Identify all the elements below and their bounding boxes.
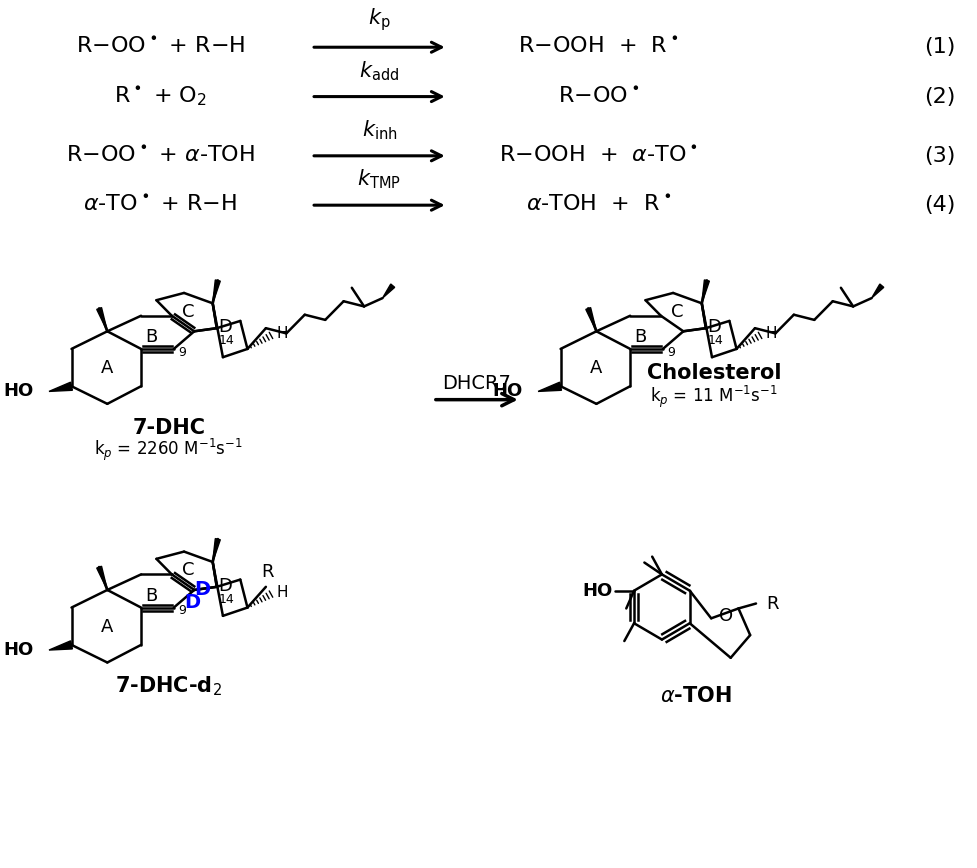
Text: $k_\mathrm{TMP}$: $k_\mathrm{TMP}$ [357, 168, 401, 191]
Polygon shape [212, 279, 220, 303]
Text: DHCR7: DHCR7 [442, 374, 511, 393]
Text: HO: HO [3, 641, 33, 659]
Text: R$-$OO$^\bullet$ + $\alpha$-TOH: R$-$OO$^\bullet$ + $\alpha$-TOH [65, 146, 254, 166]
Text: R: R [262, 563, 274, 582]
Text: C: C [182, 562, 193, 579]
Text: (3): (3) [923, 146, 955, 166]
Text: B: B [145, 587, 157, 605]
Text: HO: HO [581, 582, 612, 600]
Polygon shape [49, 382, 72, 391]
Text: O: O [718, 608, 733, 625]
Text: 14: 14 [707, 334, 723, 347]
Text: C: C [182, 303, 193, 320]
Text: 7-DHC: 7-DHC [132, 418, 205, 437]
Text: R$^\bullet$ + O$_2$: R$^\bullet$ + O$_2$ [113, 85, 206, 108]
Text: $\alpha$-TOH  +  R$^\bullet$: $\alpha$-TOH + R$^\bullet$ [526, 195, 670, 215]
Text: (2): (2) [923, 87, 955, 107]
Text: (1): (1) [923, 37, 955, 57]
Polygon shape [49, 641, 72, 650]
Polygon shape [537, 382, 561, 391]
Text: A: A [589, 359, 601, 377]
Text: k$_p$ = 2260 M$^{-1}$s$^{-1}$: k$_p$ = 2260 M$^{-1}$s$^{-1}$ [94, 437, 243, 463]
Text: R$-$OO$^\bullet$: R$-$OO$^\bullet$ [557, 87, 639, 107]
Polygon shape [585, 307, 596, 332]
Polygon shape [97, 566, 107, 590]
Text: D: D [194, 581, 210, 600]
Polygon shape [701, 279, 708, 303]
Text: H: H [276, 326, 287, 341]
Text: 7-DHC-d$_2$: 7-DHC-d$_2$ [115, 674, 222, 698]
Text: 9: 9 [178, 604, 186, 617]
Text: $\alpha$-TO$^\bullet$ + R$-$H: $\alpha$-TO$^\bullet$ + R$-$H [83, 195, 236, 215]
Text: 14: 14 [219, 593, 234, 606]
Text: H: H [764, 326, 776, 341]
Text: $\alpha$-TOH: $\alpha$-TOH [659, 686, 731, 706]
Polygon shape [871, 284, 883, 298]
Text: $k_\mathrm{p}$: $k_\mathrm{p}$ [367, 7, 390, 33]
Text: 9: 9 [178, 345, 186, 358]
Text: D: D [706, 319, 721, 336]
Text: H: H [276, 584, 287, 600]
Text: R$-$OO$^\bullet$ + R$-$H: R$-$OO$^\bullet$ + R$-$H [75, 37, 244, 57]
Text: D: D [218, 577, 232, 595]
Text: R$-$OOH  +  R$^\bullet$: R$-$OOH + R$^\bullet$ [518, 37, 678, 57]
Text: 9: 9 [666, 345, 674, 358]
Text: C: C [670, 303, 682, 320]
Text: $k_\mathrm{inh}$: $k_\mathrm{inh}$ [361, 118, 397, 142]
Polygon shape [212, 538, 220, 562]
Text: HO: HO [3, 383, 33, 400]
Text: k$_p$ = 11 M$^{-1}$s$^{-1}$: k$_p$ = 11 M$^{-1}$s$^{-1}$ [650, 384, 777, 410]
Text: (4): (4) [923, 195, 955, 215]
Text: D: D [184, 593, 200, 612]
Text: $k_\mathrm{add}$: $k_\mathrm{add}$ [359, 59, 399, 82]
Text: D: D [218, 319, 232, 336]
Text: A: A [101, 617, 112, 635]
Text: R: R [765, 595, 778, 613]
Text: HO: HO [492, 383, 523, 400]
Polygon shape [97, 307, 107, 332]
Text: A: A [101, 359, 112, 377]
Text: Cholesterol: Cholesterol [646, 363, 781, 383]
Polygon shape [382, 284, 395, 298]
Text: R$-$OOH  +  $\alpha$-TO$^\bullet$: R$-$OOH + $\alpha$-TO$^\bullet$ [498, 146, 698, 166]
Text: 14: 14 [219, 334, 234, 347]
Text: B: B [633, 328, 646, 346]
Text: B: B [145, 328, 157, 346]
